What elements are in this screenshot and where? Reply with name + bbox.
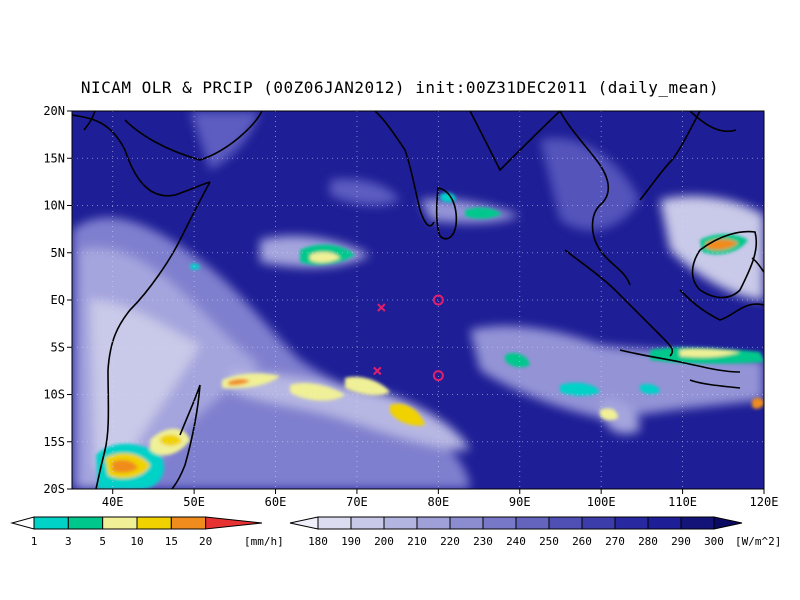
colorbar-segment (680, 516, 715, 530)
colorbar-tip-right (713, 516, 743, 530)
lat-tick-label: 5S (51, 340, 65, 354)
colorbar-tick-label: 280 (638, 535, 658, 548)
map-title: NICAM OLR & PRCIP (00Z06JAN2012) init:00… (80, 78, 720, 97)
colorbar-tick-label: 3 (65, 535, 72, 548)
colorbar-segment (647, 516, 682, 530)
colorbar-segment (449, 516, 484, 530)
colorbar-segment (416, 516, 451, 530)
lon-tick-label: 110E (668, 495, 697, 509)
colorbar-segment (614, 516, 649, 530)
colorbar-segment (548, 516, 583, 530)
lon-tick-label: 90E (509, 495, 531, 509)
circle-marker (432, 370, 444, 382)
lon-tick-label: 50E (183, 495, 205, 509)
colorbar-tick-label: 15 (165, 535, 178, 548)
lat-tick-label: 15N (43, 151, 65, 165)
colorbar-tick-label: 5 (99, 535, 106, 548)
colorbar-segment (136, 516, 172, 530)
olr-field (72, 111, 764, 489)
lat-tick-label: EQ (51, 293, 65, 307)
colorbar-tick-label: 220 (440, 535, 460, 548)
lon-tick-label: 40E (102, 495, 124, 509)
colorbar-segment (581, 516, 616, 530)
colorbar-unit: [mm/h] (244, 535, 284, 548)
colorbar-tip-left (289, 516, 319, 530)
colorbar-tip-left (10, 516, 35, 530)
colorbar-segment (102, 516, 138, 530)
colorbar-tick-label: 10 (130, 535, 143, 548)
colorbar-segment (350, 516, 385, 530)
olr-colorbar: 180 190 200 210 220 230 240 250 260 270 280 290 300 [… (289, 516, 781, 548)
lon-tick-label: 70E (346, 495, 368, 509)
colorbar-tick-label: 1 (31, 535, 38, 548)
lat-tick-label: 20S (43, 482, 65, 496)
lat-tick-label: 20N (43, 104, 65, 118)
colorbar-tick-label: 180 (308, 535, 328, 548)
colorbar-tick-label: 240 (506, 535, 526, 548)
colorbar-tick-label: 270 (605, 535, 625, 548)
lon-tick-label: 60E (265, 495, 287, 509)
lat-tick-label: 5N (51, 246, 65, 260)
colorbar-segment (67, 516, 104, 530)
latitude-labels: 20N 15N 10N 5N EQ 5S 10S 15S 20S (43, 104, 72, 496)
lon-tick-label: 120E (750, 495, 779, 509)
colorbar-segment (33, 516, 69, 530)
lon-tick-label: 80E (428, 495, 450, 509)
precip-colorbar: 1 3 5 10 15 20 [mm/h] (10, 516, 284, 548)
lat-tick-label: 15S (43, 435, 65, 449)
lon-tick-label: 100E (587, 495, 616, 509)
lat-tick-label: 10N (43, 199, 65, 213)
colorbar-tick-label: 250 (539, 535, 559, 548)
circle-marker (432, 294, 444, 306)
colorbar-tick-label: 210 (407, 535, 427, 548)
colorbar-segment (383, 516, 418, 530)
colorbar-segment (170, 516, 207, 530)
longitude-labels: 40E 50E 60E 70E 80E 90E 100E 110E 120E (102, 489, 779, 509)
colorbar-tick-label: 260 (572, 535, 592, 548)
colorbar-tip-right (205, 516, 263, 530)
colorbar-tick-label: 200 (374, 535, 394, 548)
cross-marker (377, 303, 386, 312)
colorbar-tick-label: 20 (199, 535, 212, 548)
colorbar-tick-label: 230 (473, 535, 493, 548)
lat-tick-label: 10S (43, 388, 65, 402)
colorbar-tick-label: 190 (341, 535, 361, 548)
colorbar-segment (482, 516, 517, 530)
colorbar-segment (317, 516, 352, 530)
marker-group (373, 294, 444, 382)
colorbar-tick-label: 300 (704, 535, 724, 548)
cross-marker (373, 366, 382, 376)
colorbar-tick-label: 290 (671, 535, 691, 548)
grid-lines (72, 111, 764, 489)
coastlines (72, 111, 764, 489)
colorbar-segment (515, 516, 550, 530)
colorbar-unit: [W/m^2] (735, 535, 781, 548)
